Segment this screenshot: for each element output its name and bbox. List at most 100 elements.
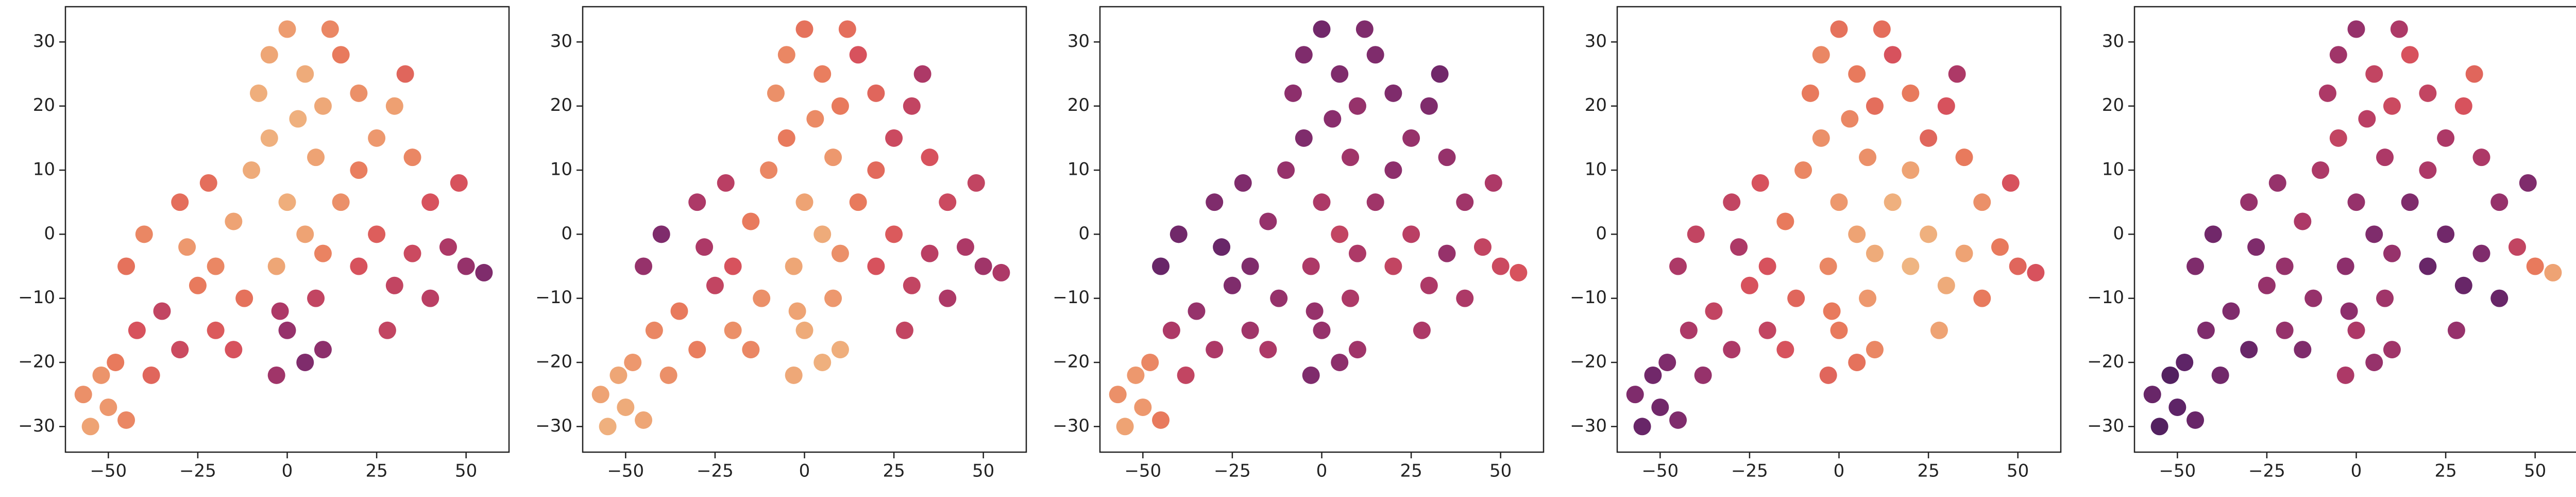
point bbox=[921, 148, 939, 167]
point bbox=[1991, 238, 2009, 256]
point bbox=[314, 341, 332, 359]
point bbox=[2419, 257, 2437, 275]
point bbox=[742, 212, 760, 230]
point bbox=[635, 257, 653, 275]
point bbox=[2340, 302, 2358, 320]
point bbox=[814, 353, 832, 371]
point bbox=[81, 418, 99, 436]
point bbox=[1937, 276, 1955, 294]
x-tick-label: 25 bbox=[2434, 461, 2456, 482]
point bbox=[1413, 321, 1431, 339]
point bbox=[1188, 302, 1206, 320]
point bbox=[2176, 353, 2194, 371]
axes-frame bbox=[1099, 6, 1545, 453]
point bbox=[921, 244, 939, 262]
point bbox=[135, 225, 153, 243]
point bbox=[867, 257, 885, 275]
y-tick-label: 30 bbox=[2102, 31, 2124, 52]
axes-frame bbox=[582, 6, 1027, 453]
point bbox=[2365, 225, 2383, 243]
point bbox=[2508, 238, 2526, 256]
point bbox=[670, 302, 688, 320]
point bbox=[1177, 366, 1195, 384]
point bbox=[2304, 289, 2323, 307]
y-tick-label: 10 bbox=[33, 159, 55, 180]
x-tick-label: −25 bbox=[1731, 461, 1768, 482]
point bbox=[724, 257, 742, 275]
point bbox=[189, 276, 207, 294]
x-tick-label: 25 bbox=[1400, 461, 1422, 482]
point bbox=[824, 289, 842, 307]
point bbox=[1801, 84, 1819, 102]
point bbox=[403, 148, 421, 167]
point bbox=[1277, 161, 1295, 179]
point bbox=[849, 193, 867, 211]
point bbox=[1633, 418, 1651, 436]
point bbox=[1819, 366, 1837, 384]
point bbox=[2401, 193, 2419, 211]
point bbox=[867, 161, 885, 179]
point bbox=[2161, 366, 2179, 384]
x-tick-label: −25 bbox=[2248, 461, 2285, 482]
point bbox=[1438, 244, 1456, 262]
x-tick-label: 0 bbox=[799, 461, 810, 482]
point bbox=[314, 97, 332, 115]
point bbox=[2472, 148, 2490, 167]
point bbox=[1866, 341, 1884, 359]
point bbox=[2419, 161, 2437, 179]
point bbox=[1206, 341, 1224, 359]
point bbox=[385, 97, 403, 115]
point bbox=[1295, 129, 1313, 147]
x-tick-label: 50 bbox=[2524, 461, 2546, 482]
point bbox=[2027, 263, 2045, 281]
point bbox=[1366, 46, 1384, 64]
point bbox=[289, 110, 307, 128]
point bbox=[2276, 257, 2294, 275]
point bbox=[1920, 129, 1938, 147]
point bbox=[1830, 193, 1848, 211]
point bbox=[2419, 84, 2437, 102]
point bbox=[450, 174, 468, 192]
y-tick-label: 20 bbox=[2102, 95, 2124, 115]
point bbox=[2187, 411, 2205, 429]
point bbox=[903, 97, 921, 115]
point bbox=[99, 398, 117, 416]
point bbox=[885, 129, 903, 147]
point bbox=[992, 263, 1010, 281]
x-tick-label: −50 bbox=[2159, 461, 2196, 482]
point bbox=[2197, 321, 2215, 339]
point bbox=[207, 321, 225, 339]
point bbox=[1259, 212, 1277, 230]
point bbox=[1658, 353, 1676, 371]
point bbox=[475, 263, 493, 281]
point bbox=[350, 84, 368, 102]
point bbox=[2312, 161, 2330, 179]
point bbox=[1241, 321, 1259, 339]
point bbox=[2347, 20, 2365, 38]
point bbox=[1776, 212, 1794, 230]
x-tick-label: −50 bbox=[1124, 461, 1161, 482]
point bbox=[2268, 174, 2286, 192]
point bbox=[831, 244, 849, 262]
x-tick-label: 25 bbox=[1917, 461, 1939, 482]
x-tick-label: −50 bbox=[1641, 461, 1679, 482]
point bbox=[2519, 174, 2537, 192]
x-tick-label: 50 bbox=[455, 461, 477, 482]
point bbox=[117, 257, 135, 275]
axes-frame bbox=[1616, 6, 2062, 453]
point bbox=[2329, 129, 2347, 147]
point bbox=[332, 193, 350, 211]
point bbox=[885, 225, 903, 243]
point bbox=[903, 276, 921, 294]
point bbox=[2454, 276, 2472, 294]
point bbox=[2383, 244, 2401, 262]
point bbox=[1680, 321, 1698, 339]
point bbox=[2258, 276, 2276, 294]
point bbox=[2294, 212, 2312, 230]
y-tick-label: 30 bbox=[550, 31, 572, 52]
point bbox=[2276, 321, 2294, 339]
point bbox=[2150, 418, 2168, 436]
point bbox=[1626, 386, 1644, 404]
point bbox=[385, 276, 403, 294]
